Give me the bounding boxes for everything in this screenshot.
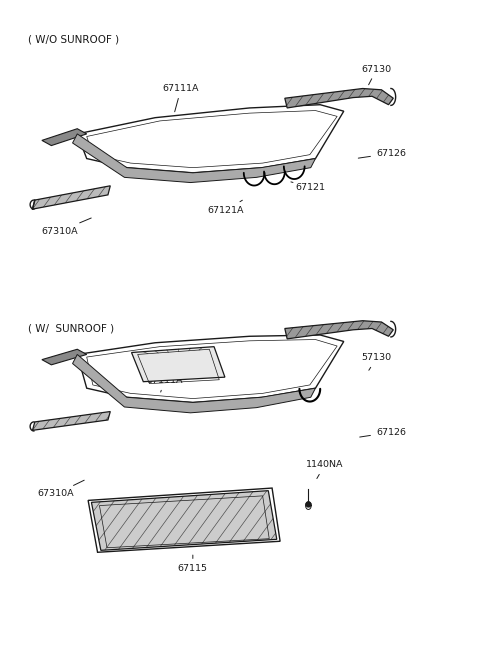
Polygon shape bbox=[285, 321, 393, 339]
Polygon shape bbox=[33, 186, 110, 209]
Text: 67310A: 67310A bbox=[38, 480, 84, 499]
Polygon shape bbox=[72, 134, 315, 183]
Polygon shape bbox=[42, 129, 87, 146]
Text: ( W/O SUNROOF ): ( W/O SUNROOF ) bbox=[28, 35, 119, 45]
PathPatch shape bbox=[77, 335, 344, 403]
Polygon shape bbox=[285, 89, 393, 108]
Text: 57130: 57130 bbox=[362, 353, 392, 371]
Polygon shape bbox=[132, 347, 225, 382]
Text: 67121: 67121 bbox=[291, 182, 326, 192]
Text: 67115: 67115 bbox=[178, 555, 208, 573]
Polygon shape bbox=[42, 350, 87, 365]
Polygon shape bbox=[91, 491, 277, 551]
Text: 1140NA: 1140NA bbox=[306, 460, 344, 478]
Text: 67111A: 67111A bbox=[163, 84, 199, 112]
Text: 67111A: 67111A bbox=[146, 376, 183, 392]
Text: 67310A: 67310A bbox=[41, 218, 91, 236]
Polygon shape bbox=[33, 411, 110, 430]
Text: ( W/  SUNROOF ): ( W/ SUNROOF ) bbox=[28, 323, 114, 334]
Text: 67130: 67130 bbox=[362, 64, 392, 85]
Text: 67121A: 67121A bbox=[207, 200, 244, 215]
PathPatch shape bbox=[77, 104, 344, 173]
Text: 67126: 67126 bbox=[358, 149, 406, 158]
Polygon shape bbox=[72, 354, 315, 413]
Text: 67126: 67126 bbox=[360, 428, 406, 437]
